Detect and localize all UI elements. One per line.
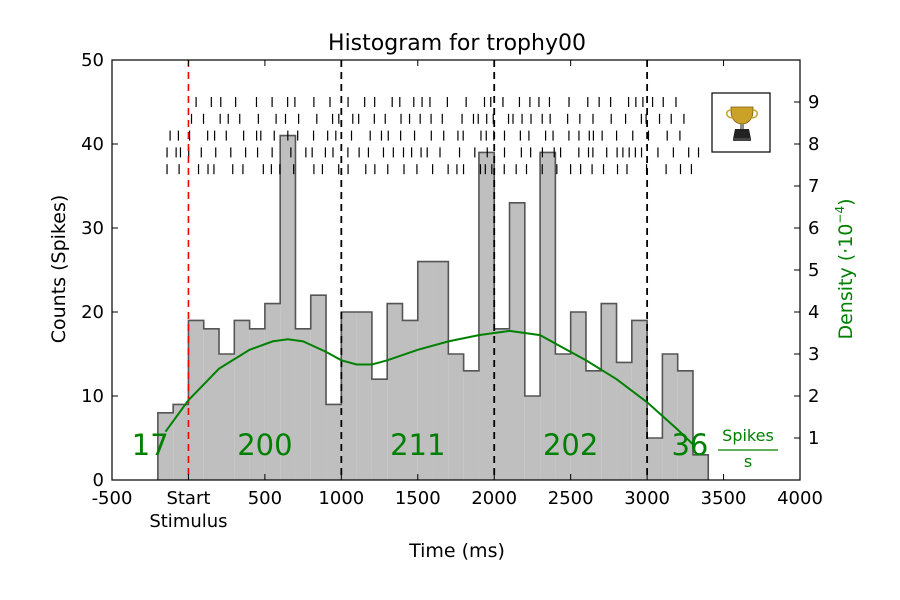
spike-raster <box>166 97 700 175</box>
histogram-bar <box>677 370 693 480</box>
y-tick-label: 50 <box>81 50 104 71</box>
histogram-bar <box>356 312 372 480</box>
histogram-bar <box>616 362 632 480</box>
segment-count-label: 202 <box>543 428 598 462</box>
histogram-bar <box>463 370 479 480</box>
histogram-bar <box>173 404 189 480</box>
histogram-bar <box>647 438 663 480</box>
density-curve <box>164 329 694 446</box>
histogram-bar <box>203 328 220 480</box>
x-tick-sublabel: Stimulus <box>149 511 227 532</box>
x-tick-label: 4000 <box>777 488 823 509</box>
trophy-legend <box>711 92 771 153</box>
x-axis: -500 Start 500 1000 1500 2000 2500 3000 3500 4000… <box>92 60 823 532</box>
y-tick-label: 30 <box>81 218 104 239</box>
histogram-bar <box>310 295 327 480</box>
x-tick-label: -500 <box>92 488 133 509</box>
y-axis: 0 10 20 30 40 50 <box>81 50 118 491</box>
y-tick-label: 0 <box>93 470 104 491</box>
histogram-bar <box>585 370 602 480</box>
x-tick-label: Start <box>166 488 210 509</box>
histogram-bar <box>631 320 648 480</box>
x-tick-label: 500 <box>248 488 282 509</box>
y-tick-label: 20 <box>81 302 104 323</box>
histogram-bar <box>234 320 250 480</box>
x-tick-label: 1000 <box>318 488 364 509</box>
x-tick-label: 1500 <box>395 488 441 509</box>
x-tick-label: 3000 <box>624 488 670 509</box>
histogram-bar <box>219 354 235 480</box>
histogram-bar <box>249 328 265 480</box>
y-axis-label: Counts (Spikes) <box>48 195 70 344</box>
histogram-bar <box>387 303 403 480</box>
y-tick-label: 10 <box>81 386 104 407</box>
histogram-bar <box>188 320 204 480</box>
y2-axis: 1 2 3 4 5 6 7 8 9 <box>794 92 819 449</box>
segment-count-label: 36 <box>671 428 708 462</box>
histogram-bar <box>509 202 525 481</box>
y-tick-label: 40 <box>81 134 104 155</box>
segment-count-label: 211 <box>390 428 445 462</box>
histogram-bars <box>157 134 710 481</box>
y2-axis-label-exponent: −4 <box>833 206 847 224</box>
histogram-bar <box>157 412 174 480</box>
y2-tick-label: 6 <box>808 218 819 239</box>
y2-tick-label: 7 <box>808 176 819 197</box>
histogram-bar <box>692 454 709 480</box>
histogram-bar <box>295 328 311 480</box>
histogram-bar <box>371 379 388 480</box>
y2-tick-label: 3 <box>808 344 819 365</box>
plot-area: 17 200 211 202 36-500 Start 500 1000 1500 2000 250… <box>81 50 823 532</box>
histogram-bar <box>478 152 495 480</box>
x-axis-label: Time (ms) <box>408 540 505 562</box>
y2-axis-label-main: Density (·10 <box>835 224 857 340</box>
histogram-bar <box>417 261 434 480</box>
histogram-bar <box>662 354 678 480</box>
x-tick-label: 2500 <box>548 488 594 509</box>
histogram-bar <box>326 404 342 480</box>
histogram-bar <box>494 328 510 480</box>
histogram-bar <box>402 320 418 480</box>
y2-tick-label: 2 <box>808 386 819 407</box>
rate-unit-denominator: s <box>744 452 752 471</box>
rate-unit-label: Spikes s <box>718 426 778 471</box>
chart-title: Histogram for trophy00 <box>328 31 586 56</box>
y2-tick-label: 1 <box>808 428 819 449</box>
histogram-bar <box>540 152 556 480</box>
y2-tick-label: 5 <box>808 260 819 281</box>
histogram-bar <box>601 303 617 480</box>
y2-axis-label: Density (·10−4) <box>833 198 857 339</box>
histogram-bar <box>264 303 281 480</box>
histogram-bar <box>448 354 464 480</box>
y2-tick-label: 8 <box>808 134 819 155</box>
x-tick-label: 2000 <box>471 488 517 509</box>
histogram-outline <box>157 134 710 480</box>
histogram-bar <box>280 135 296 480</box>
rate-unit-numerator: Spikes <box>722 426 774 445</box>
histogram-bar <box>555 354 571 480</box>
y2-tick-label: 4 <box>808 302 819 323</box>
y2-tick-label: 9 <box>808 92 819 113</box>
x-tick-label: 3500 <box>701 488 747 509</box>
histogram-bar <box>341 312 357 480</box>
histogram-bar <box>433 261 449 480</box>
y2-axis-label-close: ) <box>835 198 857 205</box>
histogram-bar <box>524 396 541 480</box>
segment-count-label: 200 <box>237 428 292 462</box>
trophy-icon <box>726 106 758 141</box>
segment-count-label: 17 <box>132 428 169 462</box>
